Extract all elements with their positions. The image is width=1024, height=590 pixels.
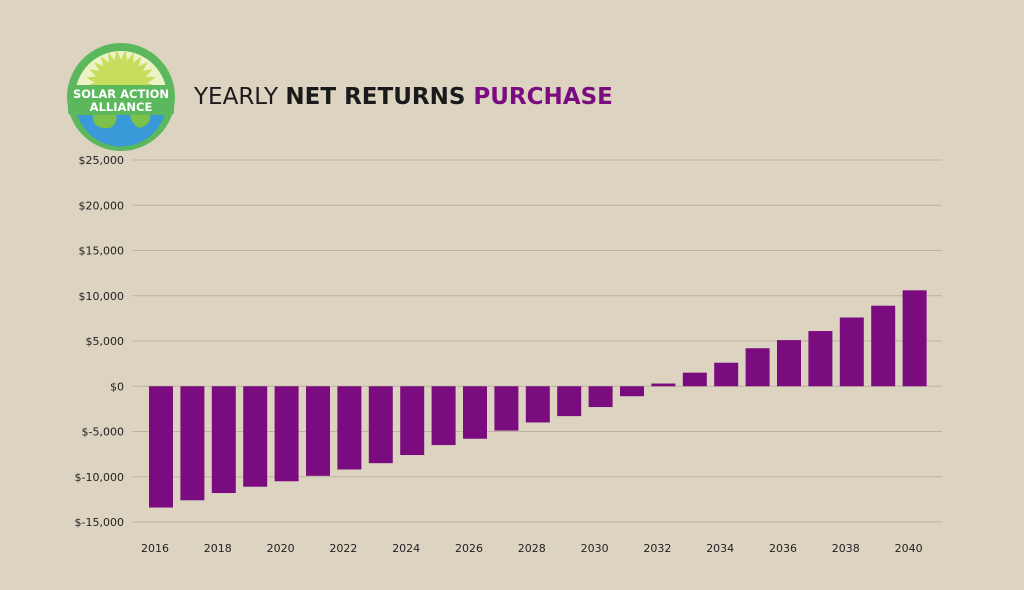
bar-2040 xyxy=(902,290,927,387)
x-axis-ticks: 2016 2018 2020 2022 2024 2026 2028 2030 2032 2034… xyxy=(141,542,923,555)
bars xyxy=(149,290,927,508)
x-tick-label: 2026 xyxy=(455,542,483,555)
bar-2033 xyxy=(682,372,707,387)
x-tick-label: 2028 xyxy=(518,542,546,555)
bar-2023 xyxy=(368,386,393,464)
bar-2030 xyxy=(588,386,613,408)
bar-2039 xyxy=(871,305,896,387)
bar-2026 xyxy=(463,386,487,439)
bar-2018 xyxy=(211,386,236,494)
bar-2019 xyxy=(243,386,268,487)
y-tick-label: $0 xyxy=(110,380,124,393)
y-tick-label: $-10,000 xyxy=(75,471,124,484)
title-part1: YEARLY xyxy=(194,84,286,110)
title-part2: NET RETURNS xyxy=(285,84,466,110)
logo-text-line2: ALLIANCE xyxy=(90,100,153,114)
y-tick-label: $25,000 xyxy=(79,154,125,167)
bar-2028 xyxy=(525,386,550,423)
bar-2027 xyxy=(494,386,519,431)
bar-2036 xyxy=(777,340,801,387)
y-tick-label: $10,000 xyxy=(79,290,125,303)
y-tick-label: $15,000 xyxy=(79,245,125,258)
x-tick-label: 2030 xyxy=(581,542,609,555)
y-tick-label: $-5,000 xyxy=(82,426,124,439)
x-tick-label: 2020 xyxy=(267,542,295,555)
bar-2017 xyxy=(180,386,205,501)
bar-2022 xyxy=(337,386,362,470)
bar-2025 xyxy=(431,386,456,446)
bar-2024 xyxy=(400,386,425,456)
x-tick-label: 2038 xyxy=(832,542,860,555)
y-axis-ticks: $25,000 $20,000 $15,000 $10,000 $5,000 $0 $-5,… xyxy=(75,154,124,529)
x-tick-label: 2016 xyxy=(141,542,169,555)
y-tick-label: $-15,000 xyxy=(75,516,124,529)
bar-2029 xyxy=(557,386,582,417)
logo-banner xyxy=(68,85,174,115)
x-tick-label: 2018 xyxy=(204,542,232,555)
bar-2021 xyxy=(306,386,330,476)
x-tick-label: 2032 xyxy=(643,542,671,555)
solar-action-alliance-logo: SOLAR ACTION ALLIANCE xyxy=(67,43,175,151)
bar-2020 xyxy=(274,386,299,482)
x-tick-label: 2022 xyxy=(329,542,357,555)
y-tick-label: $20,000 xyxy=(79,199,125,212)
bar-2034 xyxy=(714,362,739,387)
bar-2035 xyxy=(745,348,770,387)
x-tick-label: 2040 xyxy=(895,542,923,555)
x-tick-label: 2036 xyxy=(769,542,797,555)
bar-2038 xyxy=(839,317,864,387)
x-tick-label: 2024 xyxy=(392,542,420,555)
title-part3: PURCHASE xyxy=(465,84,613,110)
x-tick-label: 2034 xyxy=(706,542,734,555)
bar-2032 xyxy=(651,383,676,387)
y-tick-label: $5,000 xyxy=(86,335,125,348)
page-title: YEARLY NET RETURNS PURCHASE xyxy=(194,80,613,114)
bar-2037 xyxy=(808,331,833,387)
bar-2016 xyxy=(149,386,173,508)
bar-2031 xyxy=(620,386,644,397)
logo-text-line1: SOLAR ACTION xyxy=(73,87,169,101)
